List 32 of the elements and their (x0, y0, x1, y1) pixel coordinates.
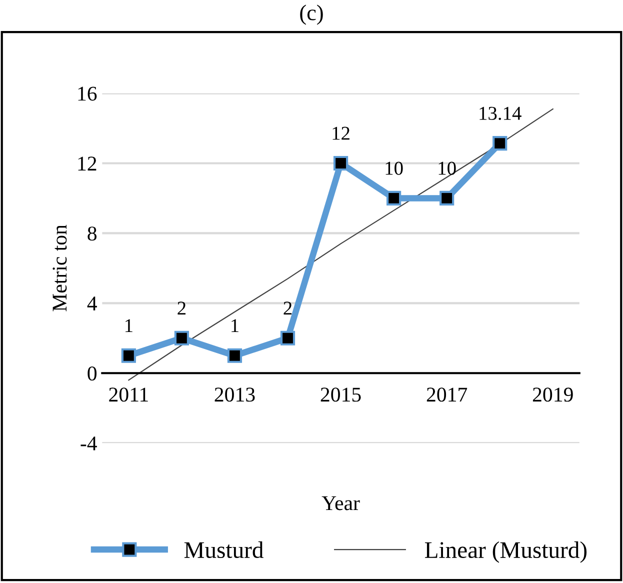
data-label: 10 (386, 162, 403, 175)
y-axis-title: Metric ton (52, 224, 67, 312)
x-axis-title: Year (322, 496, 360, 510)
point (333, 156, 348, 171)
data-label: 1 (232, 319, 238, 332)
data-label: 2 (284, 302, 292, 315)
x-tick-label: 2011 (109, 388, 148, 402)
point (440, 190, 454, 206)
point (174, 330, 190, 346)
y-tick-label: 8 (88, 226, 97, 241)
y-tick-label: -4 (80, 436, 97, 450)
point (227, 348, 242, 363)
y-tick-label: 0 (88, 366, 97, 381)
x-tick-label: 2017 (426, 388, 468, 402)
legend-label: Musturd (184, 541, 264, 558)
data-label: 13.14 (480, 106, 522, 120)
x-tick-label: 2019 (532, 388, 573, 402)
x-tick-label: 2013 (214, 388, 255, 402)
y-tick-label: 16 (78, 86, 97, 101)
point (121, 348, 136, 363)
x-tick-label: 2015 (320, 388, 361, 402)
point (492, 136, 508, 151)
legend-label: Linear (Musturd) (424, 541, 587, 563)
data-label: 1 (126, 319, 132, 332)
data-label: 2 (178, 302, 186, 315)
y-tick-label: 12 (78, 156, 96, 170)
y-tick-label: 4 (87, 296, 97, 310)
chart-title: (c) (300, 4, 323, 25)
point (280, 330, 296, 346)
data-label: 10 (438, 162, 456, 175)
data-label: 12 (332, 126, 350, 140)
point (386, 190, 402, 206)
